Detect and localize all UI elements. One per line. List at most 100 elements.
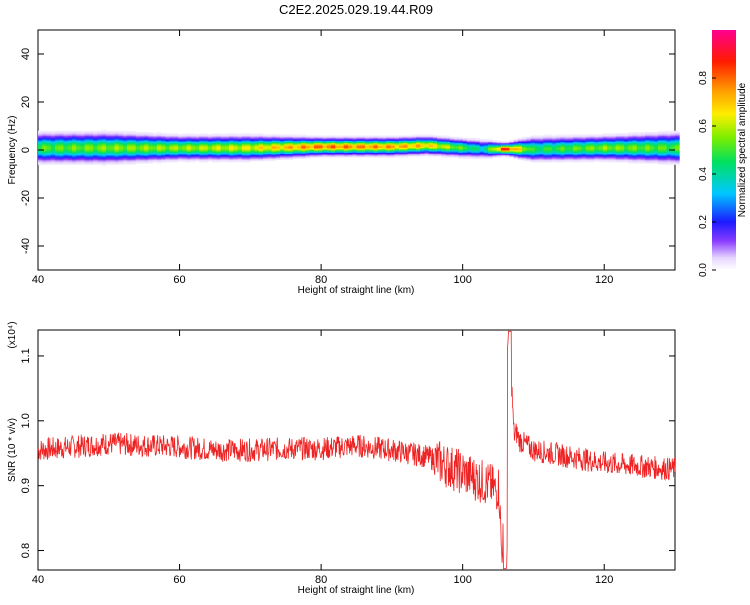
heatmap-cell <box>161 134 166 136</box>
heatmap-cell <box>178 150 183 152</box>
heatmap-cell <box>420 151 425 153</box>
heatmap-cell <box>670 152 676 154</box>
heatmap-cell <box>254 144 260 146</box>
heatmap-cell <box>356 148 362 151</box>
heatmap-cell <box>229 147 234 150</box>
heatmap-cell <box>318 154 323 157</box>
heatmap-cell <box>233 144 238 146</box>
heatmap-cell <box>80 145 86 147</box>
heatmap-cell <box>624 151 629 153</box>
heatmap-cell <box>466 141 472 144</box>
heatmap-cell <box>169 142 175 145</box>
heatmap-cell <box>471 145 476 147</box>
heatmap-cell <box>288 144 294 146</box>
heatmap-cell <box>250 134 255 136</box>
heatmap-cell <box>144 132 149 134</box>
heatmap-cell <box>220 141 226 144</box>
heatmap-cell <box>97 140 103 142</box>
heatmap-cell <box>403 148 408 151</box>
heatmap-cell <box>59 139 64 141</box>
heatmap-cell <box>275 150 281 152</box>
heatmap-cell <box>551 140 557 142</box>
heatmap-cell <box>369 147 374 150</box>
heatmap-cell <box>513 142 519 145</box>
heatmap-cell <box>118 162 124 164</box>
heatmap-cell <box>71 132 77 134</box>
heatmap-cell <box>386 150 391 152</box>
heatmap-cell <box>462 150 468 152</box>
heatmap-cell <box>560 156 565 158</box>
heatmap-cell <box>322 153 328 156</box>
heatmap-cell <box>339 146 345 148</box>
heatmap-cell <box>76 133 81 135</box>
heatmap-cell <box>63 153 69 156</box>
heatmap-cell <box>263 142 268 145</box>
heatmap-cell <box>556 138 561 140</box>
heatmap-cell <box>607 136 612 139</box>
heatmap-cell <box>377 156 383 158</box>
heatmap-cell <box>662 147 667 150</box>
heatmap-cell <box>148 148 154 151</box>
heatmap-cell <box>483 142 489 145</box>
heatmap-cell <box>144 159 149 162</box>
snr-y-axis-label: SNR (10 * v/v) <box>7 418 18 482</box>
heatmap-cell <box>88 157 94 159</box>
heatmap-cell <box>369 142 374 145</box>
heatmap-cell <box>263 145 268 147</box>
heatmap-cell <box>139 144 145 146</box>
heatmap-cell <box>263 153 268 156</box>
heatmap-cell <box>144 154 149 157</box>
heatmap-cell <box>169 134 175 136</box>
heatmap-cell <box>454 154 459 157</box>
heatmap-cell <box>331 135 336 138</box>
heatmap-cell <box>284 147 289 150</box>
heatmap-cell <box>556 136 561 139</box>
heatmap-cell <box>38 151 43 153</box>
heatmap-cell <box>543 153 548 156</box>
heatmap-cell <box>373 142 379 145</box>
heatmap-cell <box>144 147 149 150</box>
heatmap-cell <box>424 151 430 153</box>
heatmap-cell <box>551 136 557 139</box>
heatmap-cell <box>169 144 175 146</box>
heatmap-cell <box>63 146 69 148</box>
heatmap-cell <box>594 142 599 145</box>
heatmap-cell <box>38 133 43 135</box>
heatmap-cell <box>199 136 205 139</box>
heatmap-cell <box>54 136 60 139</box>
heatmap-cell <box>250 142 255 145</box>
heatmap-cell <box>127 139 132 141</box>
heatmap-cell <box>84 156 90 158</box>
heatmap-cell <box>254 141 260 144</box>
heatmap-cell <box>360 146 366 148</box>
heatmap-cell <box>471 152 476 154</box>
heatmap-cell <box>424 141 430 144</box>
heatmap-cell <box>632 157 638 159</box>
heatmap-cell <box>526 140 532 142</box>
heatmap-cell <box>509 154 515 157</box>
heatmap-cell <box>534 135 540 138</box>
heatmap-cell <box>122 140 128 142</box>
heatmap-cell <box>386 147 391 150</box>
heatmap-cell <box>131 154 137 157</box>
heatmap-cell <box>186 133 192 135</box>
heatmap-cell <box>114 160 120 163</box>
heatmap-cell <box>148 134 154 136</box>
heatmap-cell <box>509 146 515 148</box>
heatmap-cell <box>241 139 247 141</box>
heatmap-cell <box>662 146 667 148</box>
heatmap-cell <box>534 154 540 157</box>
heatmap-cell <box>139 151 145 153</box>
heatmap-cell <box>573 136 578 139</box>
heatmap-cell <box>292 135 298 138</box>
heatmap-cell <box>173 147 179 150</box>
heatmap-cell <box>394 135 400 138</box>
heatmap-cell <box>292 134 298 136</box>
heatmap-cell <box>233 154 238 157</box>
heatmap-cell <box>254 148 260 151</box>
heatmap-cell <box>577 138 582 140</box>
heatmap-cell <box>636 154 642 157</box>
heatmap-cell <box>547 154 553 157</box>
heatmap-cell <box>560 136 565 139</box>
